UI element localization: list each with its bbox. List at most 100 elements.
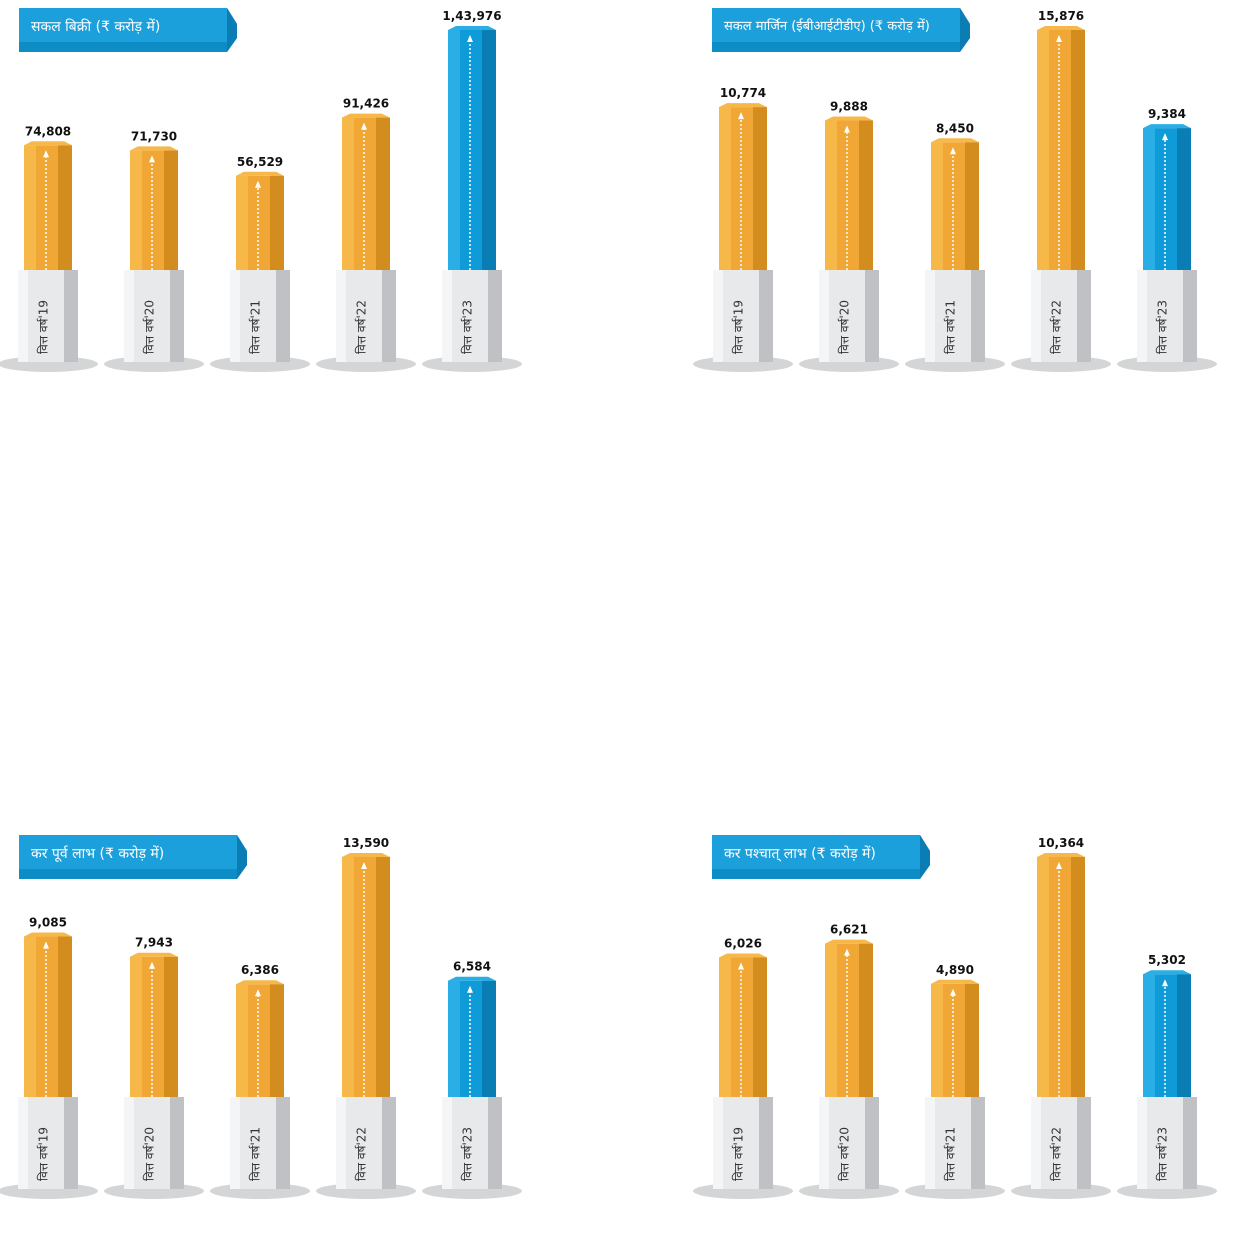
- bar-value-label: 9,085: [29, 916, 67, 930]
- bar-value-label: 6,026: [724, 936, 762, 950]
- bar-group: 10,774 वित्त वर्ष'19: [693, 86, 793, 372]
- bar-group: 8,450 वित्त वर्ष'21: [905, 121, 1005, 372]
- bar-shade-face: [164, 956, 178, 1097]
- bar-pedestal-left: [230, 270, 240, 362]
- bar-pedestal-left: [1137, 1097, 1147, 1189]
- bar-category-label: वित्त वर्ष'22: [1050, 1127, 1064, 1181]
- bar-highlight-face: [1037, 30, 1049, 270]
- bar-category-label: वित्त वर्ष'21: [249, 1127, 263, 1181]
- bar-pedestal-right: [865, 1097, 879, 1189]
- bar-highlight-face: [342, 857, 354, 1097]
- bar-cap: [448, 976, 496, 981]
- bar-shade-face: [1071, 857, 1085, 1097]
- bar-group: 13,590 वित्त वर्ष'22: [316, 836, 416, 1199]
- bar-cap: [719, 103, 767, 108]
- bar-highlight-face: [825, 120, 837, 270]
- bar-pedestal-left: [124, 270, 134, 362]
- bar-shade-face: [1177, 128, 1191, 270]
- bar-shade-face: [753, 957, 767, 1097]
- bar-category-label: वित्त वर्ष'23: [461, 1127, 475, 1181]
- bar-cap: [130, 952, 178, 957]
- bar-pedestal-left: [442, 1097, 452, 1189]
- bar-category-label: वित्त वर्ष'22: [355, 300, 369, 354]
- bar-highlight-face: [719, 107, 731, 270]
- chart-title: सकल बिक्री (₹ करोड़ में): [31, 19, 161, 35]
- banner-shape: [712, 835, 930, 879]
- bar-arrow-head: [1162, 133, 1168, 141]
- chart-panel-gross-margin: सकल मार्जिन (ईबीआईटीडीए) (₹ करोड़ में) 1…: [693, 8, 1240, 388]
- bar-pedestal-left: [18, 1097, 28, 1189]
- bar-category-label: वित्त वर्ष'20: [143, 1127, 157, 1181]
- bar-group: 6,621 वित्त वर्ष'20: [799, 923, 899, 1199]
- chart-panel-profit-after-tax: कर पश्चात् लाभ (₹ करोड़ में) 6,026 वित्त …: [693, 835, 1240, 1215]
- bar-group: 56,529 वित्त वर्ष'21: [210, 155, 310, 372]
- bar-pedestal-left: [336, 270, 346, 362]
- bar-pedestal-left: [1031, 1097, 1041, 1189]
- bar-cap: [448, 26, 496, 30]
- bar-group: 4,890 वित्त वर्ष'21: [905, 963, 1005, 1199]
- bar-group: 15,876 वित्त वर्ष'22: [1011, 9, 1111, 372]
- bar-cap: [236, 980, 284, 985]
- bar-arrow-head: [844, 125, 850, 133]
- bar-value-label: 8,450: [936, 121, 974, 135]
- bar-arrow-head: [844, 948, 850, 956]
- bar-shade-face: [482, 980, 496, 1097]
- bar-shade-face: [753, 107, 767, 270]
- bar-pedestal-right: [759, 1097, 773, 1189]
- bar-category-label: वित्त वर्ष'21: [249, 300, 263, 354]
- bar-value-label: 9,384: [1148, 107, 1186, 121]
- chart-title: सकल मार्जिन (ईबीआईटीडीए) (₹ करोड़ में): [724, 19, 930, 34]
- bar-highlight-face: [1037, 857, 1049, 1097]
- chart-title-banner: कर पश्चात् लाभ (₹ करोड़ में): [712, 835, 930, 881]
- bar-highlight-face: [24, 145, 36, 270]
- bar-cap: [236, 171, 284, 176]
- bar-highlight-face: [448, 980, 460, 1097]
- bar-highlight-face: [719, 957, 731, 1097]
- bar-pedestal-right: [971, 270, 985, 362]
- bar-pedestal-right: [971, 1097, 985, 1189]
- bar-pedestal-left: [336, 1097, 346, 1189]
- bar-pedestal-left: [18, 270, 28, 362]
- bar-group: 91,426 वित्त वर्ष'22: [316, 97, 416, 372]
- bar-value-label: 56,529: [237, 155, 283, 169]
- bar-cap: [1037, 26, 1085, 30]
- bar-cap: [130, 146, 178, 151]
- bar-highlight-face: [24, 936, 36, 1097]
- bar-shade-face: [859, 943, 873, 1097]
- bar-chart: 10,774 वित्त वर्ष'19 9,888 वित्त वर्ष'20 8,4…: [693, 9, 1217, 372]
- bar-category-label: वित्त वर्ष'22: [1050, 300, 1064, 354]
- bar-cap: [24, 141, 72, 146]
- bar-category-label: वित्त वर्ष'21: [944, 300, 958, 354]
- bar-shade-face: [1071, 30, 1085, 270]
- bar-highlight-face: [342, 117, 354, 270]
- bar-value-label: 13,590: [343, 836, 389, 850]
- bar-category-label: वित्त वर्ष'23: [1156, 1127, 1170, 1181]
- bar-arrow-head: [149, 155, 155, 163]
- bar-cap: [825, 116, 873, 121]
- bar-highlight-face: [448, 30, 460, 270]
- bar-value-label: 74,808: [25, 124, 71, 138]
- bar-shade-face: [965, 983, 979, 1097]
- bar-shade-face: [270, 984, 284, 1097]
- bar-pedestal-left: [713, 270, 723, 362]
- bar-shade-face: [482, 30, 496, 270]
- bar-value-label: 6,621: [830, 923, 868, 937]
- bar-group: 9,384 वित्त वर्ष'23: [1117, 107, 1217, 372]
- bar-shade-face: [376, 857, 390, 1097]
- bar-arrow-head: [361, 122, 367, 130]
- bar-group: 9,085 वित्त वर्ष'19: [0, 916, 98, 1199]
- bar-pedestal-left: [819, 1097, 829, 1189]
- bar-cap: [825, 939, 873, 944]
- bar-group: 6,386 वित्त वर्ष'21: [210, 963, 310, 1199]
- bar-category-label: वित्त वर्ष'20: [838, 300, 852, 354]
- chart-title-banner: सकल मार्जिन (ईबीआईटीडीए) (₹ करोड़ में): [712, 8, 970, 54]
- bar-value-label: 1,43,976: [442, 9, 501, 23]
- bar-chart: 9,085 वित्त वर्ष'19 7,943 वित्त वर्ष'20 6,38…: [0, 836, 522, 1199]
- bar-pedestal-left: [925, 1097, 935, 1189]
- chart-panel-gross-sales: सकल बिक्री (₹ करोड़ में) 74,808 वित्त वर्…: [0, 8, 545, 388]
- bar-arrow-head: [950, 988, 956, 996]
- bar-value-label: 10,364: [1038, 836, 1084, 850]
- bar-value-label: 15,876: [1038, 9, 1084, 23]
- bar-pedestal-right: [759, 270, 773, 362]
- bar-category-label: वित्त वर्ष'19: [37, 1127, 51, 1181]
